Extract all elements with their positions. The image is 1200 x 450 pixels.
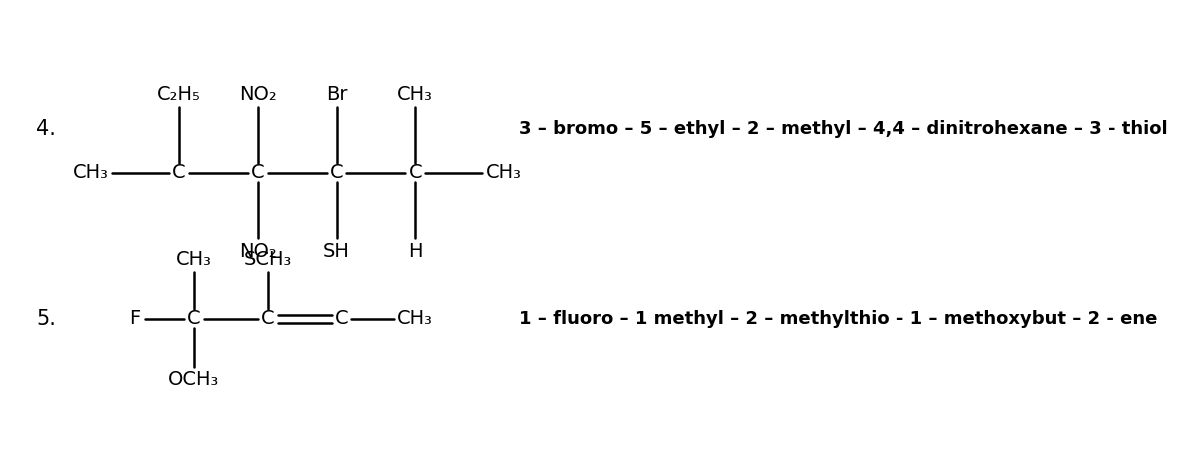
- Text: C: C: [187, 309, 200, 328]
- Text: C: C: [408, 163, 422, 182]
- Text: 3 – bromo – 5 – ethyl – 2 – methyl – 4,4 – dinitrohexane – 3 - thiol: 3 – bromo – 5 – ethyl – 2 – methyl – 4,4…: [518, 120, 1168, 138]
- Text: CH₃: CH₃: [486, 163, 522, 182]
- Text: CH₃: CH₃: [397, 309, 433, 328]
- Text: H: H: [408, 242, 422, 261]
- Text: C: C: [330, 163, 343, 182]
- Text: SCH₃: SCH₃: [244, 250, 292, 270]
- Text: OCH₃: OCH₃: [168, 370, 220, 389]
- Text: 1 – fluoro – 1 methyl – 2 – methylthio - 1 – methoxybut – 2 - ene: 1 – fluoro – 1 methyl – 2 – methylthio -…: [518, 310, 1157, 328]
- Text: CH₃: CH₃: [176, 250, 212, 270]
- Text: NO₂: NO₂: [239, 242, 277, 261]
- Text: F: F: [130, 309, 140, 328]
- Text: C: C: [335, 309, 348, 328]
- Text: C₂H₅: C₂H₅: [157, 85, 200, 104]
- Text: Br: Br: [325, 85, 347, 104]
- Text: CH₃: CH₃: [397, 85, 433, 104]
- Text: CH₃: CH₃: [73, 163, 108, 182]
- Text: SH: SH: [323, 242, 350, 261]
- Text: C: C: [251, 163, 265, 182]
- Text: NO₂: NO₂: [239, 85, 277, 104]
- Text: 5.: 5.: [36, 309, 56, 329]
- Text: C: C: [173, 163, 186, 182]
- Text: C: C: [260, 309, 275, 328]
- Text: 4.: 4.: [36, 119, 56, 139]
